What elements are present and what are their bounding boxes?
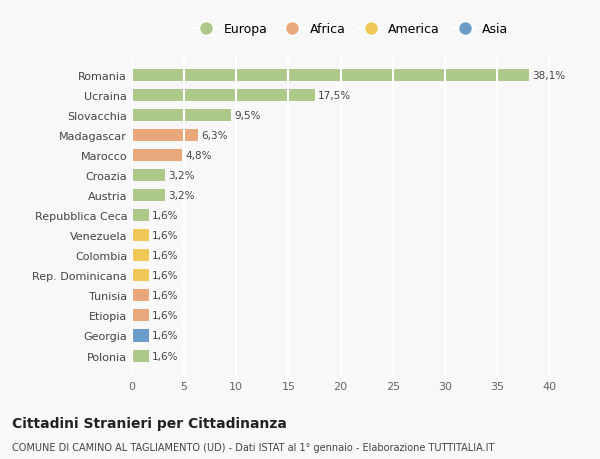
Bar: [132, 210, 149, 222]
Text: 9,5%: 9,5%: [234, 111, 260, 121]
Bar: [132, 90, 314, 102]
Bar: [132, 350, 149, 362]
Legend: Europa, Africa, America, Asia: Europa, Africa, America, Asia: [190, 20, 512, 40]
Text: 1,6%: 1,6%: [152, 231, 178, 241]
Bar: [132, 190, 166, 202]
Bar: [132, 290, 149, 302]
Text: 17,5%: 17,5%: [317, 91, 351, 101]
Bar: [132, 110, 231, 122]
Bar: [132, 70, 529, 82]
Text: 4,8%: 4,8%: [185, 151, 212, 161]
Bar: [132, 330, 149, 342]
Bar: [132, 130, 198, 142]
Text: 38,1%: 38,1%: [532, 71, 566, 81]
Text: 1,6%: 1,6%: [152, 351, 178, 361]
Text: 6,3%: 6,3%: [201, 131, 227, 141]
Text: 3,2%: 3,2%: [169, 191, 195, 201]
Text: 1,6%: 1,6%: [152, 271, 178, 281]
Bar: [132, 310, 149, 322]
Text: 1,6%: 1,6%: [152, 211, 178, 221]
Text: 3,2%: 3,2%: [169, 171, 195, 181]
Bar: [132, 250, 149, 262]
Text: COMUNE DI CAMINO AL TAGLIAMENTO (UD) - Dati ISTAT al 1° gennaio - Elaborazione T: COMUNE DI CAMINO AL TAGLIAMENTO (UD) - D…: [12, 442, 494, 452]
Bar: [132, 170, 166, 182]
Bar: [132, 230, 149, 242]
Text: 1,6%: 1,6%: [152, 291, 178, 301]
Text: 1,6%: 1,6%: [152, 251, 178, 261]
Text: Cittadini Stranieri per Cittadinanza: Cittadini Stranieri per Cittadinanza: [12, 416, 287, 430]
Bar: [132, 150, 182, 162]
Text: 1,6%: 1,6%: [152, 331, 178, 341]
Bar: [132, 270, 149, 282]
Text: 1,6%: 1,6%: [152, 311, 178, 321]
